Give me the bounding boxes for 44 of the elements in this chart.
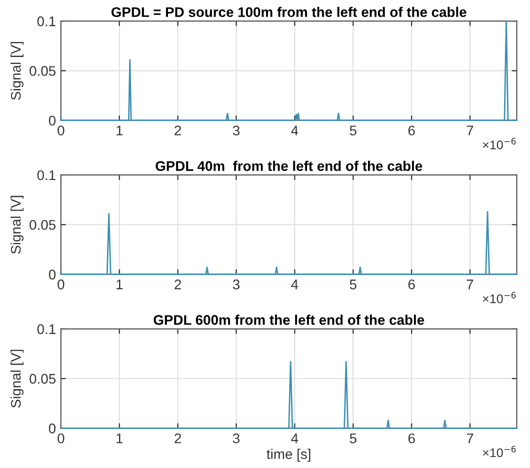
x-tick-label: 4 xyxy=(291,434,298,444)
x-tick-label: 0 xyxy=(58,433,64,444)
x-axis-title: time [s] xyxy=(266,448,310,462)
text: ×10$^{−6}$ xyxy=(482,292,516,304)
x-tick-label: 3 xyxy=(232,280,240,290)
x-tick-label: 5 xyxy=(350,280,356,290)
y-axis-title: Signal [V] xyxy=(10,196,24,254)
x-tick-label: 5 xyxy=(350,434,356,444)
x-tick-label: 3 xyxy=(232,126,240,136)
y-tick-label: 0 xyxy=(48,270,56,280)
y-axis-title: Signal [V] xyxy=(10,350,24,408)
x-tick-label: 4 xyxy=(291,126,298,136)
y-tick-label: 0.1 xyxy=(37,324,56,334)
chart-title: GPDL = PD source 100m from the left end of the cable xyxy=(111,6,466,18)
x-tick-label: 3 xyxy=(232,433,240,444)
x-tick-label: 7 xyxy=(466,280,474,290)
y-tick-label: 0.1 xyxy=(37,16,56,26)
y-tick-label: 0.05 xyxy=(30,374,56,384)
x-tick-label: 0 xyxy=(58,126,64,136)
x-tick-label: 2 xyxy=(174,280,181,290)
x-tick-label: 5 xyxy=(350,126,356,136)
x-tick-label: 0 xyxy=(58,280,64,290)
x-tick-label: 1 xyxy=(116,280,123,290)
y-tick-label: 0.05 xyxy=(30,220,56,230)
x-tick-label: 7 xyxy=(466,434,474,444)
y-tick-label: 0.1 xyxy=(37,170,56,180)
x-tick-label: 6 xyxy=(408,126,415,136)
x-tick-label: 6 xyxy=(408,433,415,444)
line-series xyxy=(60,20,518,122)
chart-title: GPDL 40m from the left end of the cable xyxy=(156,160,422,171)
text: ×10$^{−6}$ xyxy=(482,446,516,458)
x-tick-label: 6 xyxy=(408,280,415,290)
y-tick-label: 0 xyxy=(48,116,56,126)
x-tick-label: 1 xyxy=(116,126,123,136)
x-tick-label: 1 xyxy=(116,434,123,444)
y-tick-label: 0 xyxy=(48,424,56,434)
text: ×10$^{−6}$ xyxy=(482,138,516,150)
chart-title: GPDL 600m from the left end of the cable xyxy=(154,314,424,325)
x-tick-label: 2 xyxy=(174,126,181,136)
x-tick-label: 2 xyxy=(174,433,181,444)
x-tick-label: 7 xyxy=(466,126,474,136)
x-tick-label: 4 xyxy=(291,280,298,290)
y-axis-title: Signal [V] xyxy=(10,42,24,100)
y-tick-label: 0.05 xyxy=(30,66,56,76)
